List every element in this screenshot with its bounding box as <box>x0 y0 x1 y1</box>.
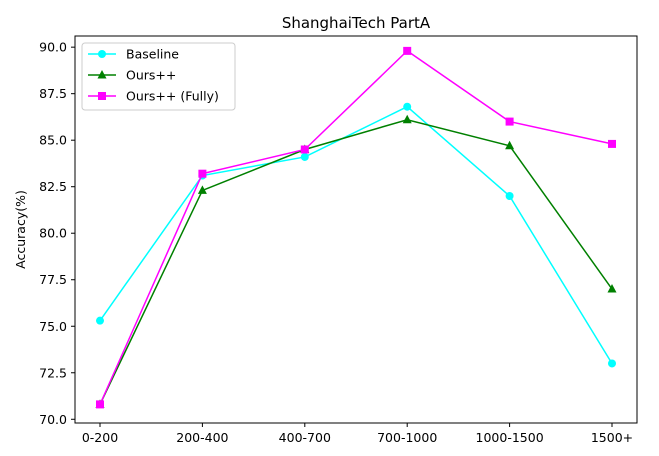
x-tick-label: 1500+ <box>591 430 633 445</box>
y-tick-label: 87.5 <box>39 86 67 101</box>
x-axis: 0-200 200-400 400-700 700-1000 1000-1500 1500… <box>82 423 633 445</box>
legend-marker <box>97 70 107 79</box>
series-line <box>99 105 613 364</box>
data-point <box>505 192 514 201</box>
y-tick-label: 72.5 <box>39 365 67 380</box>
series-1 <box>95 114 617 408</box>
x-tick-label: 400-700 <box>279 430 331 445</box>
series-line <box>99 49 613 405</box>
y-tick-label: 82.5 <box>39 179 67 194</box>
legend-label: Ours++ (Fully) <box>126 89 219 104</box>
data-point <box>608 139 616 148</box>
series-0 <box>96 102 616 368</box>
data-point <box>608 359 616 368</box>
series-line <box>99 118 613 405</box>
x-tick-label: 700-1000 <box>377 430 437 445</box>
legend-label: Baseline <box>126 47 179 62</box>
data-point <box>96 316 104 325</box>
y-tick-label: 90.0 <box>39 40 67 55</box>
data-point <box>607 284 617 293</box>
legend-label: Ours++ <box>126 68 176 83</box>
data-point <box>505 117 514 126</box>
y-tick-label: 85.0 <box>39 133 67 148</box>
x-tick-label: 1000-1500 <box>476 430 544 445</box>
data-point <box>403 102 412 111</box>
data-point <box>96 400 104 409</box>
y-tick-label: 80.0 <box>39 226 67 241</box>
legend-item: Ours++ <box>88 68 176 83</box>
chart-title: ShanghaiTech PartA <box>282 14 431 32</box>
data-point <box>403 46 412 55</box>
x-tick-label: 200-400 <box>176 430 228 445</box>
y-axis-label: Accuracy(%) <box>13 190 28 269</box>
data-point <box>198 169 207 178</box>
legend-marker <box>98 50 106 58</box>
series-2 <box>96 46 616 409</box>
data-point <box>197 185 207 194</box>
y-tick-label: 75.0 <box>39 319 67 334</box>
legend-marker <box>98 92 106 100</box>
legend-item: Ours++ (Fully) <box>88 89 219 104</box>
legend-item: Baseline <box>88 47 179 62</box>
legend: Baseline Ours++ Ours++ (Fully) <box>81 42 236 111</box>
data-point <box>402 114 412 124</box>
y-tick-label: 77.5 <box>39 272 67 287</box>
data-point <box>505 140 515 150</box>
y-axis: 70.0 72.5 75.0 77.5 80.0 82.5 85.0 87.5 90.0 <box>39 40 75 427</box>
x-tick-label: 0-200 <box>82 430 118 445</box>
legend-box <box>81 42 236 111</box>
data-point <box>300 145 309 154</box>
data-point <box>300 152 309 161</box>
plot-frame <box>74 35 638 424</box>
plot-area <box>95 46 617 409</box>
y-tick-label: 70.0 <box>39 412 67 427</box>
